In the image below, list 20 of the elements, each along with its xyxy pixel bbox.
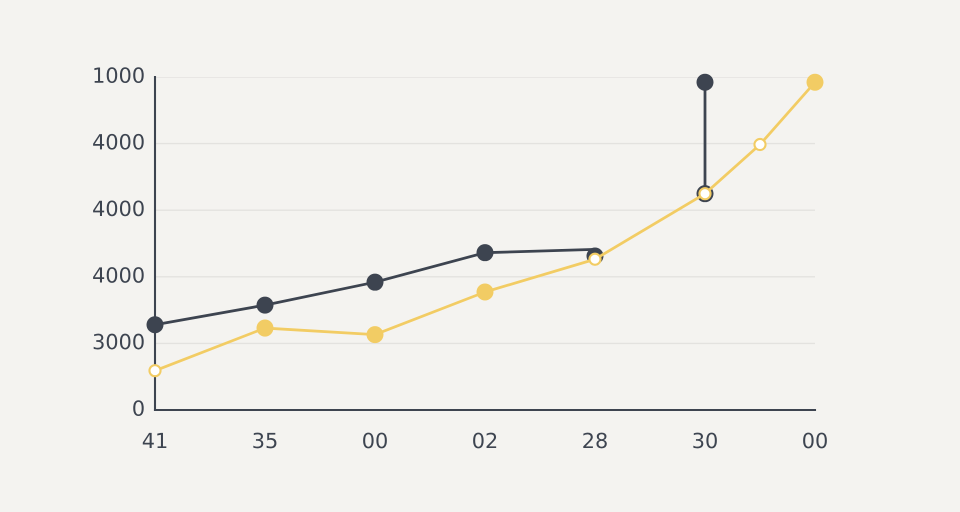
x-tick-label: 30 [693,432,717,448]
text: 3000 [94,334,144,350]
x-tick-label: 00 [803,432,827,448]
point [753,138,767,152]
x-tick-label: 00 [363,432,387,448]
text: 0 [133,400,144,416]
x-tick-label: 35 [253,432,276,448]
point [366,274,384,291]
point [148,364,162,378]
point [476,244,494,262]
point [146,316,164,334]
x-tick-label: 28 [583,432,607,448]
point [256,296,274,314]
text: 1000 [94,67,144,84]
x-tick-label: 02 [473,432,496,448]
point [588,252,602,266]
text: 4000 [93,267,144,283]
x-tick-label: 41 [142,432,166,448]
text: 4000 [93,134,144,150]
text: 4000 [93,200,144,216]
